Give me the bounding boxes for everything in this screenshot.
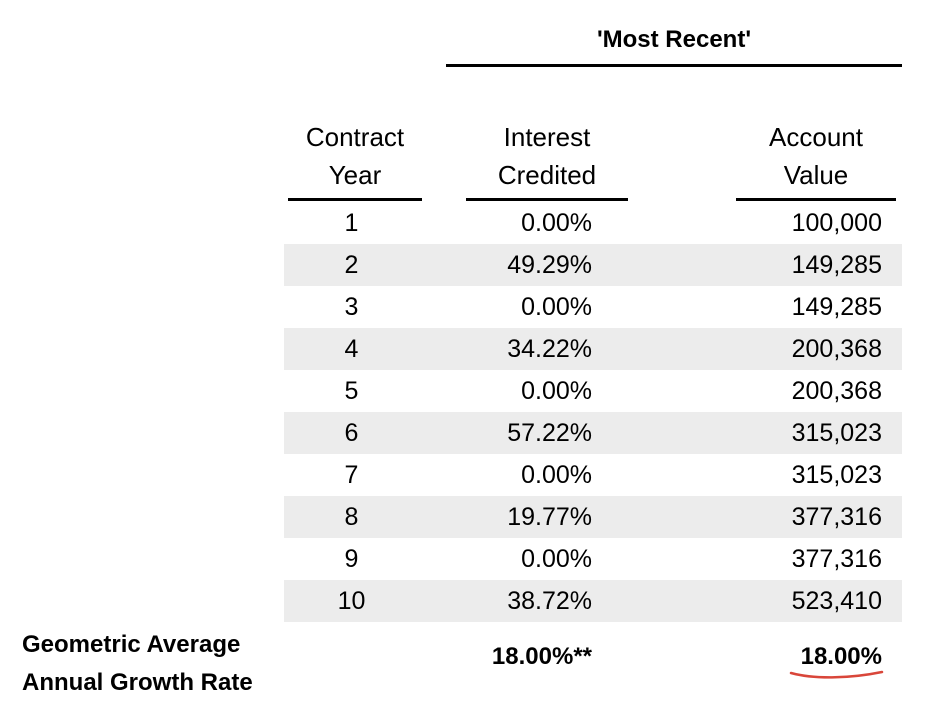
column-header-line: Credited <box>497 160 597 190</box>
cell-contract-year: 10 <box>337 587 366 615</box>
cell-interest-credited: 49.29% <box>507 251 592 279</box>
cell-interest-credited: 57.22% <box>507 419 592 447</box>
table-row: 6 57.22% 315,023 <box>284 412 902 454</box>
cell-contract-year: 3 <box>344 293 359 321</box>
table-row: 4 34.22% 200,368 <box>284 328 902 370</box>
column-header-line: Year <box>328 160 382 190</box>
group-title-rule <box>446 64 902 67</box>
column-header-line: Interest <box>503 122 591 152</box>
cell-interest-credited: 38.72% <box>507 587 592 615</box>
cell-contract-year: 2 <box>344 251 359 279</box>
cell-account-value: 523,410 <box>791 587 882 615</box>
cell-contract-year: 9 <box>344 545 359 573</box>
cell-interest-credited: 0.00% <box>521 545 592 573</box>
cell-contract-year: 7 <box>344 461 359 489</box>
table-row: 3 0.00% 149,285 <box>284 286 902 328</box>
cell-interest-credited: 0.00% <box>521 209 592 237</box>
column-header-line: Account <box>769 122 863 152</box>
table-row: 8 19.77% 377,316 <box>284 496 902 538</box>
column-header-account-value: Account Value <box>736 118 896 194</box>
cell-account-value: 100,000 <box>791 209 882 237</box>
cell-interest-credited: 0.00% <box>521 377 592 405</box>
cell-account-value: 200,368 <box>791 335 882 363</box>
table-row: 5 0.00% 200,368 <box>284 370 902 412</box>
table-row: 9 0.00% 377,316 <box>284 538 902 580</box>
cell-contract-year: 6 <box>344 419 359 447</box>
cell-contract-year: 8 <box>344 503 359 531</box>
cell-interest-credited: 0.00% <box>521 461 592 489</box>
geometric-average-account: 18.00% <box>800 643 882 670</box>
cell-account-value: 149,285 <box>791 293 882 321</box>
cell-account-value: 200,368 <box>791 377 882 405</box>
cell-account-value: 149,285 <box>791 251 882 279</box>
group-title: 'Most Recent' <box>596 26 752 53</box>
column-header-contract-year: Contract Year <box>288 118 422 194</box>
geometric-average-interest: 18.00%** <box>491 643 592 670</box>
footer-label-line: Geometric Average <box>22 631 241 658</box>
cell-contract-year: 4 <box>344 335 359 363</box>
cell-interest-credited: 19.77% <box>507 503 592 531</box>
cell-contract-year: 1 <box>344 209 359 237</box>
column-rule-interest <box>466 198 628 201</box>
table-row: 10 38.72% 523,410 <box>284 580 902 622</box>
table-row: 1 0.00% 100,000 <box>284 202 902 244</box>
cell-interest-credited: 34.22% <box>507 335 592 363</box>
table-row: 2 49.29% 149,285 <box>284 244 902 286</box>
cell-contract-year: 5 <box>344 377 359 405</box>
underline-stroke <box>789 670 884 679</box>
column-header-line: Contract <box>305 122 405 152</box>
column-rule-year <box>288 198 422 201</box>
cell-account-value: 377,316 <box>791 545 882 573</box>
column-header-interest-credited: Interest Credited <box>466 118 628 194</box>
cell-interest-credited: 0.00% <box>521 293 592 321</box>
red-underline-annotation <box>789 670 884 679</box>
footer-label-line: Annual Growth Rate <box>22 669 253 696</box>
cell-account-value: 315,023 <box>791 461 882 489</box>
cell-account-value: 315,023 <box>791 419 882 447</box>
column-rule-account <box>736 198 896 201</box>
geometric-average-label: Geometric Average Annual Growth Rate <box>22 626 253 702</box>
table-row: 7 0.00% 315,023 <box>284 454 902 496</box>
cell-account-value: 377,316 <box>791 503 882 531</box>
column-header-line: Value <box>783 160 849 190</box>
